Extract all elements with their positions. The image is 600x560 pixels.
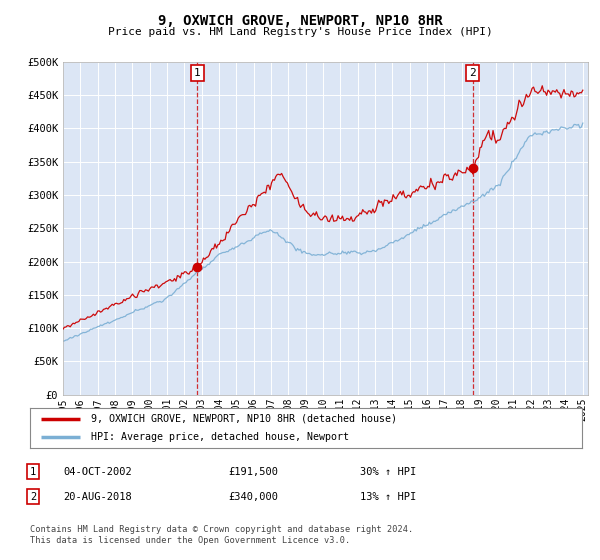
Text: 20-AUG-2018: 20-AUG-2018 [63, 492, 132, 502]
Text: 30% ↑ HPI: 30% ↑ HPI [360, 466, 416, 477]
Text: 9, OXWICH GROVE, NEWPORT, NP10 8HR (detached house): 9, OXWICH GROVE, NEWPORT, NP10 8HR (deta… [91, 414, 397, 423]
Text: 2: 2 [30, 492, 36, 502]
Text: 1: 1 [194, 68, 201, 78]
Text: Price paid vs. HM Land Registry's House Price Index (HPI): Price paid vs. HM Land Registry's House … [107, 27, 493, 37]
Text: 1: 1 [30, 466, 36, 477]
Text: 9, OXWICH GROVE, NEWPORT, NP10 8HR: 9, OXWICH GROVE, NEWPORT, NP10 8HR [158, 14, 442, 28]
Text: 13% ↑ HPI: 13% ↑ HPI [360, 492, 416, 502]
Text: 2: 2 [469, 68, 476, 78]
Text: Contains HM Land Registry data © Crown copyright and database right 2024.
This d: Contains HM Land Registry data © Crown c… [30, 525, 413, 545]
Text: 04-OCT-2002: 04-OCT-2002 [63, 466, 132, 477]
Text: £191,500: £191,500 [228, 466, 278, 477]
Text: £340,000: £340,000 [228, 492, 278, 502]
Text: HPI: Average price, detached house, Newport: HPI: Average price, detached house, Newp… [91, 432, 349, 442]
